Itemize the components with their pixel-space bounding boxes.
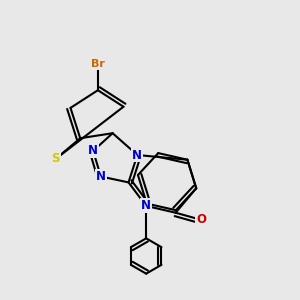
Text: N: N bbox=[132, 148, 142, 161]
Text: N: N bbox=[141, 200, 151, 212]
Text: Br: Br bbox=[91, 59, 105, 69]
Text: N: N bbox=[88, 144, 98, 158]
Text: S: S bbox=[52, 152, 60, 165]
Text: O: O bbox=[196, 213, 206, 226]
Text: N: N bbox=[96, 170, 106, 183]
